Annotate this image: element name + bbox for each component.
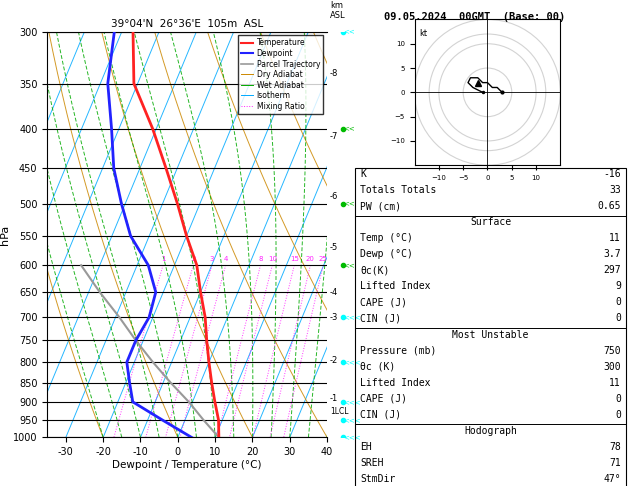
Text: -5: -5 xyxy=(330,243,338,252)
Text: PW (cm): PW (cm) xyxy=(360,201,401,211)
Text: Dewp (°C): Dewp (°C) xyxy=(360,249,413,260)
Text: -16: -16 xyxy=(603,169,621,179)
Text: 3: 3 xyxy=(209,257,214,262)
Text: <<<: <<< xyxy=(343,359,360,365)
Text: CAPE (J): CAPE (J) xyxy=(360,297,408,308)
Text: Hodograph: Hodograph xyxy=(464,426,517,436)
Text: Lifted Index: Lifted Index xyxy=(360,378,431,388)
X-axis label: Dewpoint / Temperature (°C): Dewpoint / Temperature (°C) xyxy=(113,460,262,470)
Text: 0: 0 xyxy=(615,313,621,324)
Text: -3: -3 xyxy=(330,312,338,322)
Text: -1: -1 xyxy=(330,394,338,402)
Text: 0: 0 xyxy=(615,394,621,404)
Text: 11: 11 xyxy=(609,233,621,243)
Text: Totals Totals: Totals Totals xyxy=(360,185,437,195)
Text: km
ASL: km ASL xyxy=(330,1,345,20)
Y-axis label: hPa: hPa xyxy=(0,225,10,244)
Text: <<: << xyxy=(343,201,355,207)
Text: CAPE (J): CAPE (J) xyxy=(360,394,408,404)
Text: 25: 25 xyxy=(319,257,328,262)
Legend: Temperature, Dewpoint, Parcel Trajectory, Dry Adiabat, Wet Adiabat, Isotherm, Mi: Temperature, Dewpoint, Parcel Trajectory… xyxy=(238,35,323,114)
Text: 47°: 47° xyxy=(603,474,621,484)
Text: 750: 750 xyxy=(603,346,621,356)
Text: -8: -8 xyxy=(330,69,338,78)
Text: <<: << xyxy=(343,125,355,132)
Text: StmDir: StmDir xyxy=(360,474,396,484)
Text: 4: 4 xyxy=(223,257,228,262)
Text: Pressure (mb): Pressure (mb) xyxy=(360,346,437,356)
Text: 11: 11 xyxy=(609,378,621,388)
Text: 20: 20 xyxy=(306,257,315,262)
Text: <<<: <<< xyxy=(343,434,360,440)
Text: CIN (J): CIN (J) xyxy=(360,410,401,420)
Text: -4: -4 xyxy=(330,288,338,296)
Text: K: K xyxy=(360,169,366,179)
Text: 3.7: 3.7 xyxy=(603,249,621,260)
Text: θc (K): θc (K) xyxy=(360,362,396,372)
Text: 8: 8 xyxy=(259,257,263,262)
Text: 9: 9 xyxy=(615,281,621,292)
Text: <<: << xyxy=(343,29,355,35)
Text: SREH: SREH xyxy=(360,458,384,468)
Text: -2: -2 xyxy=(330,356,338,364)
Text: <<<: <<< xyxy=(343,417,360,423)
Text: 33: 33 xyxy=(609,185,621,195)
Text: θc(K): θc(K) xyxy=(360,265,390,276)
Text: kt: kt xyxy=(420,29,428,38)
Text: Temp (°C): Temp (°C) xyxy=(360,233,413,243)
Text: 0: 0 xyxy=(615,297,621,308)
Title: 39°04'N  26°36'E  105m  ASL: 39°04'N 26°36'E 105m ASL xyxy=(111,19,264,30)
Text: Surface: Surface xyxy=(470,217,511,227)
Text: 2: 2 xyxy=(191,257,196,262)
Text: 10: 10 xyxy=(268,257,277,262)
Text: 71: 71 xyxy=(609,458,621,468)
Text: 78: 78 xyxy=(609,442,621,452)
Text: 1LCL: 1LCL xyxy=(330,407,348,416)
Text: <<<: <<< xyxy=(343,399,360,405)
Text: -7: -7 xyxy=(330,132,338,141)
Text: -6: -6 xyxy=(330,192,338,202)
Text: 0: 0 xyxy=(615,410,621,420)
Text: 0.65: 0.65 xyxy=(598,201,621,211)
Text: Most Unstable: Most Unstable xyxy=(452,330,529,340)
Text: EH: EH xyxy=(360,442,372,452)
Text: CIN (J): CIN (J) xyxy=(360,313,401,324)
Text: <<: << xyxy=(343,262,355,268)
Text: 297: 297 xyxy=(603,265,621,276)
Text: Lifted Index: Lifted Index xyxy=(360,281,431,292)
Text: 1: 1 xyxy=(161,257,165,262)
Text: <<<: <<< xyxy=(343,314,360,320)
Text: 300: 300 xyxy=(603,362,621,372)
Text: 15: 15 xyxy=(290,257,299,262)
Text: 09.05.2024  00GMT  (Base: 00): 09.05.2024 00GMT (Base: 00) xyxy=(384,12,565,22)
